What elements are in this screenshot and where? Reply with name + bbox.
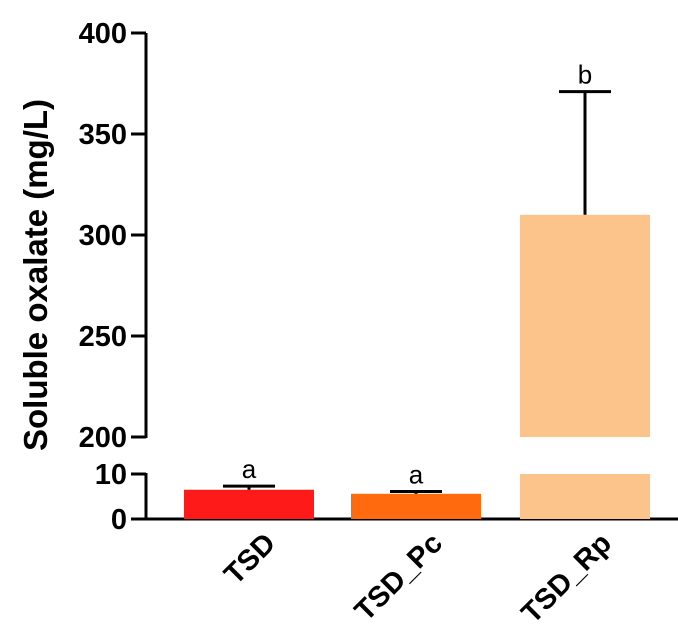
y-tick-label: 300 — [79, 220, 127, 252]
bar-TSD_Pc — [351, 493, 481, 519]
y-tick-label: 250 — [79, 321, 127, 353]
y-tick-label: 0 — [111, 504, 127, 536]
x-tick-label: TSD_Pc — [349, 527, 449, 627]
y-tick-label: 10 — [95, 459, 127, 491]
y-axis-label: Soluble oxalate (mg/L) — [17, 99, 54, 451]
significance-label: a — [409, 460, 424, 490]
y-tick-label: 400 — [79, 18, 127, 50]
bar-TSD_Rp-lower — [520, 474, 650, 519]
significance-label: a — [242, 454, 257, 484]
bar-TSD_Rp-upper — [520, 214, 650, 437]
bar-TSD — [184, 489, 314, 519]
y-tick-label: 350 — [79, 119, 127, 151]
x-tick-label: TSD — [218, 527, 282, 591]
significance-label: b — [578, 60, 592, 90]
y-tick-label: 200 — [79, 422, 127, 454]
x-tick-label: TSD_Rp — [516, 527, 618, 629]
bars — [184, 214, 650, 519]
error-bars — [223, 90, 611, 494]
y-ticks: 0 10 200 250 300 350 400 — [79, 18, 146, 536]
